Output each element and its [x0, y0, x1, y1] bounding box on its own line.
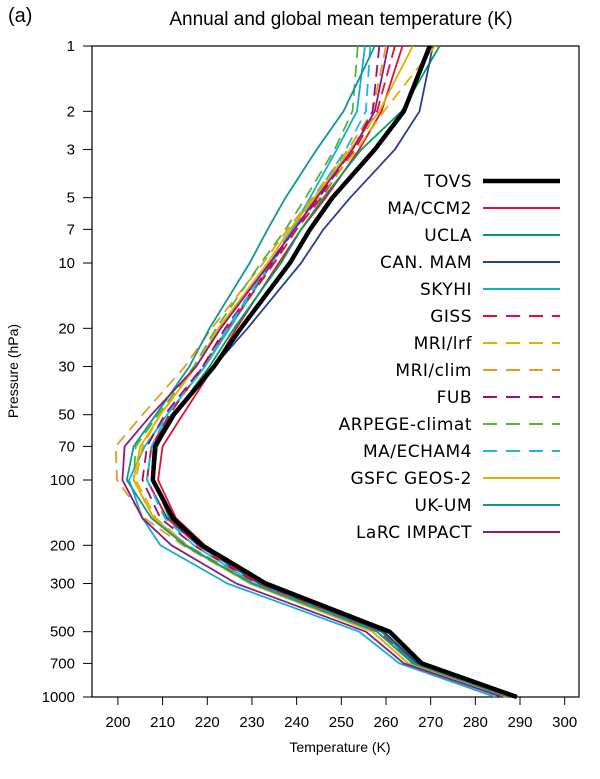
legend-label: CAN. MAM — [380, 253, 472, 273]
y-tick-label: 7 — [67, 221, 75, 238]
x-tick-label: 210 — [150, 714, 175, 731]
series-line-mri-clim — [114, 45, 507, 698]
x-tick-label: 220 — [195, 714, 220, 731]
legend-label: FUB — [437, 388, 472, 408]
legend-label: UK-UM — [414, 496, 472, 516]
y-tick-label: 50 — [58, 407, 75, 424]
legend-label: TOVS — [423, 172, 472, 192]
x-tick-label: 250 — [329, 714, 354, 731]
y-tick-label: 5 — [67, 190, 75, 207]
y-tick-label: 70 — [58, 438, 75, 455]
plot-frame — [91, 45, 580, 698]
panel-label: (a) — [8, 5, 32, 27]
series-line-tovs — [150, 45, 518, 700]
y-tick-label: 500 — [50, 624, 75, 641]
series-line-gsfc-geos-2 — [132, 45, 507, 698]
x-tick-label: 230 — [239, 714, 264, 731]
y-tick-label: 30 — [58, 359, 75, 376]
y-tick-label: 3 — [67, 142, 75, 159]
x-axis-label: Temperature (K) — [289, 739, 390, 755]
x-tick-label: 200 — [105, 714, 130, 731]
series-layer — [114, 45, 518, 700]
chart-title: Annual and global mean temperature (K) — [169, 9, 512, 30]
y-tick-label: 700 — [50, 655, 75, 672]
x-tick-label: 280 — [463, 714, 488, 731]
legend-label: MA/ECHAM4 — [363, 442, 472, 462]
y-tick-label: 200 — [50, 537, 75, 554]
legend-label: MA/CCM2 — [387, 199, 472, 219]
series-line-larc-impact — [121, 45, 503, 698]
y-axis: 1 2 3 5 7 10 20 30 50 70 100 200 300 500 700 1000 — [42, 38, 92, 706]
legend-label: ARPEGE-climat — [339, 415, 472, 435]
x-axis: 200 210 220 230 240 250 260 270 280 290 300 — [105, 697, 577, 731]
legend-label: MRI/lrf — [414, 334, 473, 354]
x-tick-label: 260 — [373, 714, 398, 731]
legend-label: UCLA — [424, 226, 472, 246]
legend-label: LaRC IMPACT — [356, 523, 472, 543]
legend-label: GISS — [430, 307, 472, 327]
x-tick-label: 290 — [508, 714, 533, 731]
x-tick-label: 300 — [552, 714, 577, 731]
y-tick-label: 100 — [50, 472, 75, 489]
y-tick-label: 300 — [50, 576, 75, 593]
y-tick-label: 10 — [58, 255, 75, 272]
legend-label: GSFC GEOS-2 — [350, 469, 472, 489]
y-axis-label: Pressure (hPa) — [5, 324, 21, 418]
legend: TOVS MA/CCM2 UCLA CAN. MAM SKYHI GISS MRI/lrf M… — [339, 172, 560, 543]
series-line-uk-um — [125, 45, 510, 698]
legend-label: SKYHI — [420, 280, 472, 300]
x-tick-label: 270 — [418, 714, 443, 731]
legend-label: MRI/clim — [395, 361, 472, 381]
y-tick-label: 2 — [67, 103, 75, 120]
y-tick-label: 20 — [58, 320, 75, 337]
x-tick-label: 240 — [284, 714, 309, 731]
y-tick-label: 1 — [67, 38, 75, 55]
y-tick-label: 1000 — [42, 689, 75, 706]
